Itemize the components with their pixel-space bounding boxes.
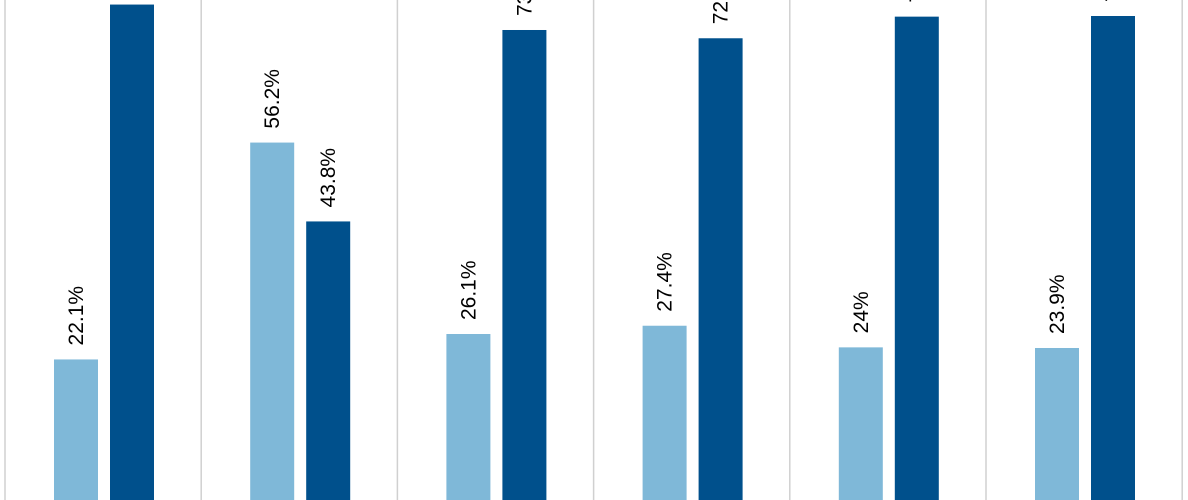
- data-labels: 22.1%56.2%26.1%27.4%24%23.9%77.9%43.8%73…: [65, 0, 1125, 345]
- data-label-series-1-group-6: 23.9%: [1046, 274, 1069, 334]
- category-gridlines: [4, 0, 1183, 500]
- bar-series-1-group-2: [250, 142, 295, 500]
- data-label-series-1-group-5: 24%: [850, 291, 873, 333]
- bar-series-1-group-5: [838, 347, 883, 500]
- data-label-series-2-group-4: 72.6%: [710, 0, 733, 24]
- data-label-series-2-group-5: 76%: [906, 0, 929, 3]
- data-label-series-2-group-2: 43.8%: [317, 148, 340, 208]
- bar-series-2-group-2: [306, 221, 351, 500]
- data-label-series-1-group-3: 26.1%: [457, 260, 480, 320]
- data-label-series-2-group-3: 73.9%: [513, 0, 536, 16]
- bar-series-1-group-4: [642, 325, 687, 500]
- bar-series: [54, 4, 1135, 500]
- bar-series-2-group-6: [1091, 16, 1135, 500]
- bar-series-2-group-4: [698, 38, 743, 500]
- bar-series-2-group-5: [894, 16, 939, 500]
- data-label-series-1-group-2: 56.2%: [261, 69, 284, 129]
- bar-series-2-group-3: [502, 29, 547, 500]
- bar-series-1-group-3: [446, 334, 491, 500]
- data-label-series-1-group-1: 22.1%: [65, 286, 88, 346]
- bar-series-1-group-1: [54, 359, 98, 500]
- data-label-series-1-group-4: 27.4%: [654, 252, 677, 312]
- bar-series-1-group-6: [1035, 347, 1079, 500]
- bar-series-2-group-1: [110, 4, 154, 500]
- data-label-series-2-group-6: 76.1%: [1102, 0, 1125, 2]
